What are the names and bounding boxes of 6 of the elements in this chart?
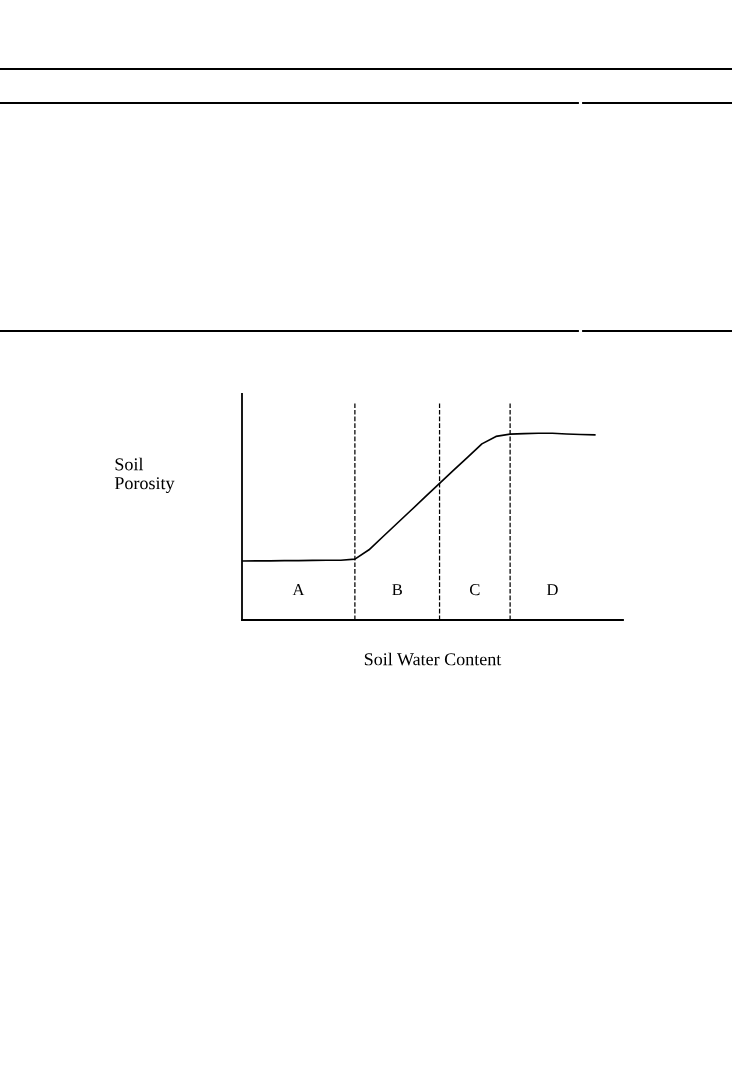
y-axis-title: Soil Porosity — [114, 457, 175, 494]
annotation: A — [292, 584, 305, 596]
x-axis-title: Soil Water Content — [364, 652, 502, 666]
annotation: C — [469, 584, 480, 596]
annotation: B — [392, 584, 402, 596]
annotation: D — [546, 584, 558, 596]
